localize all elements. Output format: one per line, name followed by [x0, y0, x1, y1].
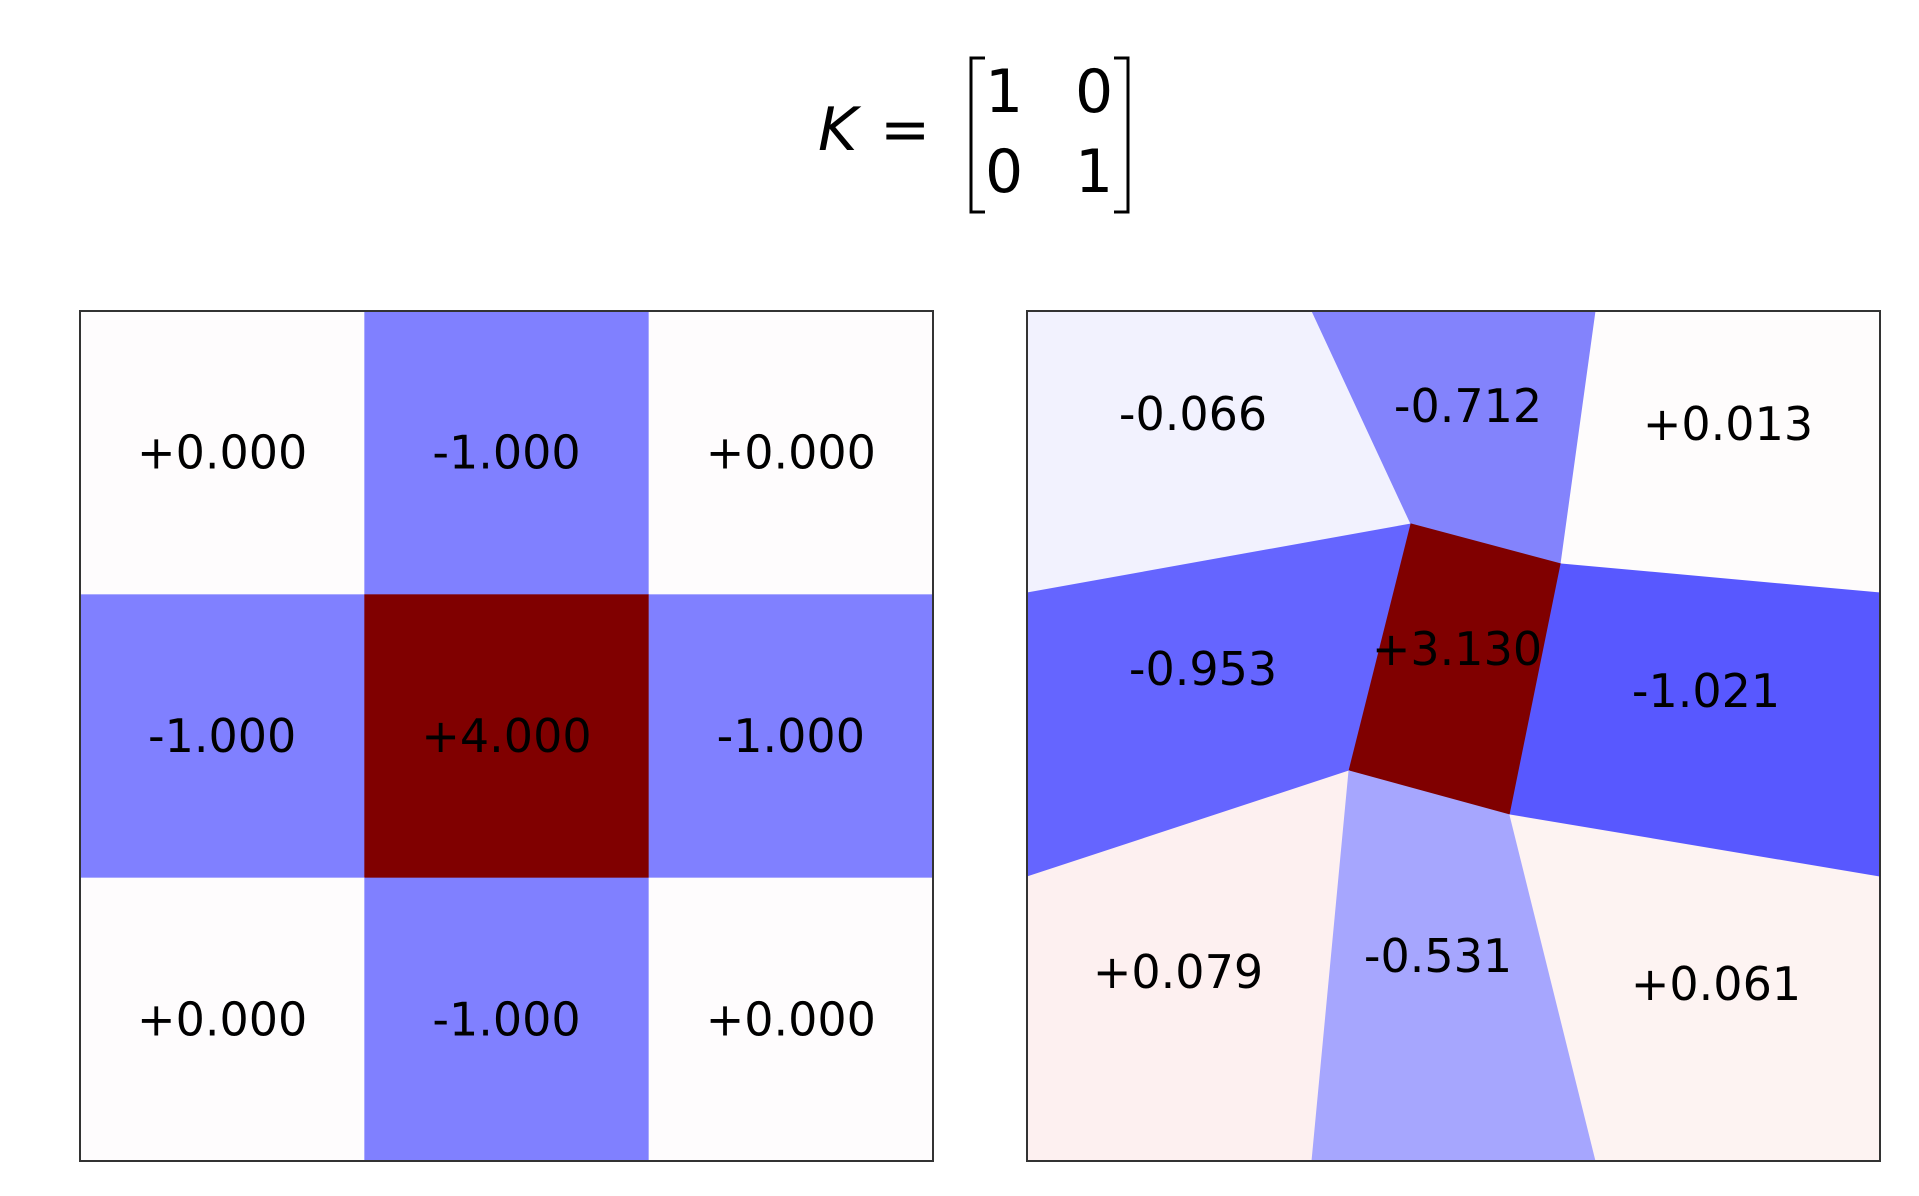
matrix-left-bracket — [969, 56, 985, 214]
matrix-right-bracket — [1114, 56, 1130, 214]
right-panel-frame — [1026, 310, 1881, 1162]
right-cell-label-r3c3: +0.061 — [1631, 957, 1801, 1011]
matrix-entry-r1c2: 0 — [1075, 57, 1113, 127]
left-cell-label-r2c1: -1.000 — [148, 709, 296, 763]
left-cell-r2c3 — [648, 594, 934, 879]
right-cell-label-r2c2: +3.130 — [1372, 622, 1542, 676]
right-cell-r1c3 — [1560, 310, 1881, 594]
left-cell-r3c2 — [364, 877, 650, 1162]
left-cell-label-r2c3: -1.000 — [717, 709, 865, 763]
left-cell-label-r2c2: +4.000 — [421, 709, 591, 763]
left-cell-label-r3c2: -1.000 — [432, 992, 580, 1046]
right-cell-label-r1c2: -0.712 — [1394, 379, 1542, 433]
left-panel-frame — [79, 310, 934, 1162]
left-cell-r1c3 — [648, 311, 934, 595]
left-cell-r2c2 — [364, 594, 650, 879]
right-cell-label-r2c1: -0.953 — [1129, 642, 1277, 696]
left-cell-r3c1 — [80, 877, 365, 1162]
matrix-entry-r2c2: 1 — [1075, 137, 1113, 207]
left-cell-label-r1c2: -1.000 — [432, 426, 580, 480]
right-cell-label-r1c1: -0.066 — [1119, 387, 1267, 441]
left-cell-r1c1 — [80, 311, 365, 595]
left-cell-label-r1c3: +0.000 — [706, 426, 876, 480]
right-cell-label-r3c2: -0.531 — [1364, 929, 1512, 983]
left-cell-r3c3 — [648, 877, 934, 1162]
matrix-entry-r1c1: 1 — [985, 57, 1023, 127]
left-cell-label-r3c3: +0.000 — [706, 992, 876, 1046]
right-cell-label-r2c3: -1.021 — [1632, 664, 1780, 718]
matrix-equation: K = 1 0 0 1 — [818, 56, 1130, 214]
equation-equals: = — [880, 95, 930, 165]
right-kernel-panel: -0.066 -0.712 +0.013 -0.953 +3.130 -1.021 +0.0… — [1026, 310, 1881, 1162]
left-cell-r2c1 — [80, 594, 365, 879]
right-cell-label-r1c3: +0.013 — [1643, 397, 1813, 451]
left-cell-label-r1c1: +0.000 — [137, 426, 307, 480]
left-cell-label-r3c1: +0.000 — [137, 992, 307, 1046]
right-cell-label-r3c1: +0.079 — [1093, 945, 1263, 999]
left-cell-r1c2 — [364, 311, 650, 595]
left-kernel-panel: +0.000 -1.000 +0.000 -1.000 +4.000 -1.000 +0.0… — [79, 310, 934, 1162]
equation-lhs: K — [818, 95, 862, 165]
matrix-entry-r2c1: 0 — [985, 137, 1023, 207]
